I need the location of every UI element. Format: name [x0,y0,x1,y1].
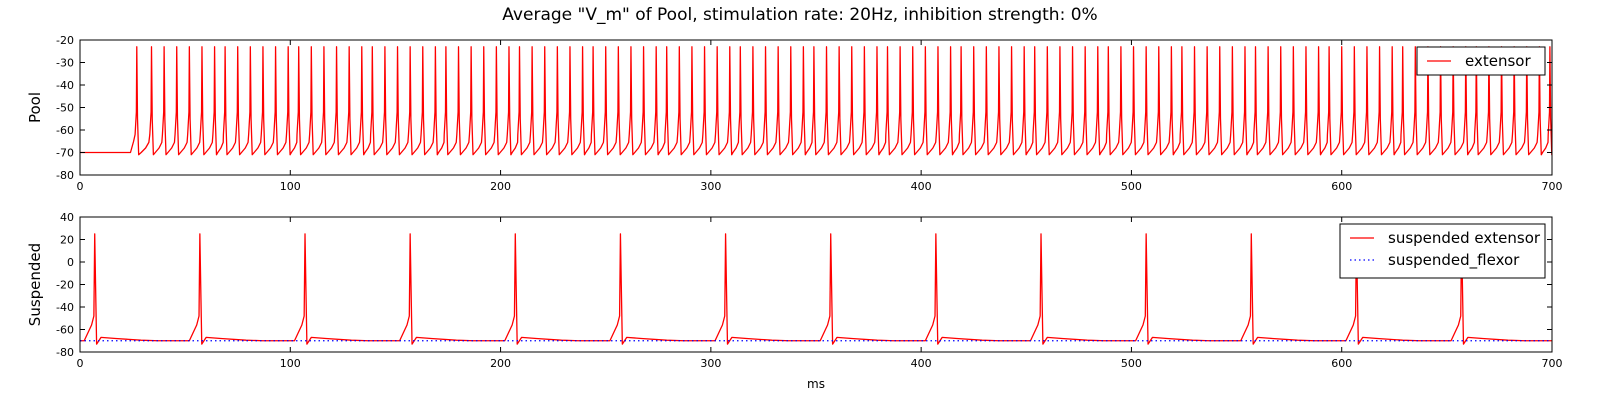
y-tick-label: -50 [56,102,74,115]
y-tick-label: -20 [56,34,74,47]
y-tick-label: 40 [60,211,74,224]
x-tick-label: 500 [1121,357,1142,370]
y-tick-label: -40 [56,79,74,92]
axes-frame [79,216,1553,353]
x-axis-label: ms [807,377,825,391]
x-tick-label: 300 [700,357,721,370]
x-tick-label: 400 [911,357,932,370]
x-tick-label: 500 [1121,180,1142,193]
legend: suspended extensor suspended_flexor [1339,223,1546,279]
x-tick-label: 200 [490,180,511,193]
x-tick-label: 600 [1331,357,1352,370]
x-tick-label: 100 [280,357,301,370]
legend-label: suspended_flexor [1388,251,1520,270]
x-tick-label: 400 [911,180,932,193]
y-tick-label: 20 [60,234,74,247]
legend: extensor [1416,46,1546,76]
legend-label: extensor [1465,52,1531,70]
panel-pool: 0 100 200 300 400 500 600 700 -80 -70 -60 -50 -40 -30… [26,34,1563,193]
y-tick-label: -30 [56,57,74,70]
y-tick-label: -70 [56,147,74,160]
figure-title: Average "V_m" of Pool, stimulation rate:… [502,5,1098,25]
x-tick-label: 0 [77,357,84,370]
series-line-suspended-extensor [80,233,1552,345]
y-tick-label: -80 [56,346,74,359]
x-tick-label: 300 [700,180,721,193]
x-tick-label: 600 [1331,180,1352,193]
legend-box [1339,223,1546,279]
x-tick-label: 200 [490,357,511,370]
y-tick-label: -60 [56,124,74,137]
y-tick-label: -80 [56,169,74,182]
y-axis-label: Pool [26,92,44,123]
series-line-extensor [80,46,1552,156]
x-tick-label: 700 [1542,357,1563,370]
legend-label: suspended extensor [1388,229,1541,247]
y-tick-label: 0 [67,256,74,269]
panel-suspended: 0 100 200 300 400 500 600 700 -80 -60 -40 -20 0 20 40 S… [26,211,1563,391]
y-tick-label: -20 [56,279,74,292]
y-axis-label: Suspended [26,243,44,326]
x-tick-label: 700 [1542,180,1563,193]
x-tick-label: 100 [280,180,301,193]
y-tick-label: -60 [56,324,74,337]
x-tick-label: 0 [77,180,84,193]
y-tick-label: -40 [56,301,74,314]
